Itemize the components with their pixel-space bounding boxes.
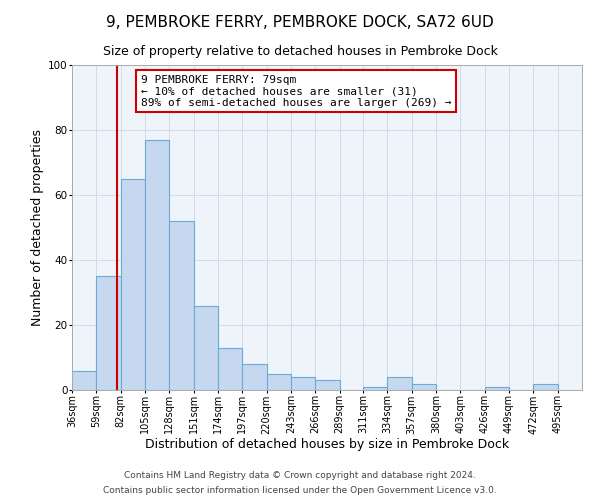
Text: Contains public sector information licensed under the Open Government Licence v3: Contains public sector information licen… [103,486,497,495]
Text: 9 PEMBROKE FERRY: 79sqm
← 10% of detached houses are smaller (31)
89% of semi-de: 9 PEMBROKE FERRY: 79sqm ← 10% of detache… [141,74,451,108]
Bar [412,384,436,390]
Bar [363,387,388,390]
Y-axis label: Number of detached properties: Number of detached properties [31,129,44,326]
Bar [121,179,145,390]
Text: Contains HM Land Registry data © Crown copyright and database right 2024.: Contains HM Land Registry data © Crown c… [124,471,476,480]
Bar [242,364,266,390]
Bar [72,370,97,390]
Bar [169,221,194,390]
Bar [485,387,509,390]
Bar [291,377,316,390]
Bar [316,380,340,390]
Bar [218,348,242,390]
Bar [266,374,291,390]
Bar [533,384,557,390]
Bar [97,276,121,390]
Bar [145,140,169,390]
Text: 9, PEMBROKE FERRY, PEMBROKE DOCK, SA72 6UD: 9, PEMBROKE FERRY, PEMBROKE DOCK, SA72 6… [106,15,494,30]
Bar [194,306,218,390]
Bar [388,377,412,390]
Text: Size of property relative to detached houses in Pembroke Dock: Size of property relative to detached ho… [103,45,497,58]
X-axis label: Distribution of detached houses by size in Pembroke Dock: Distribution of detached houses by size … [145,438,509,450]
